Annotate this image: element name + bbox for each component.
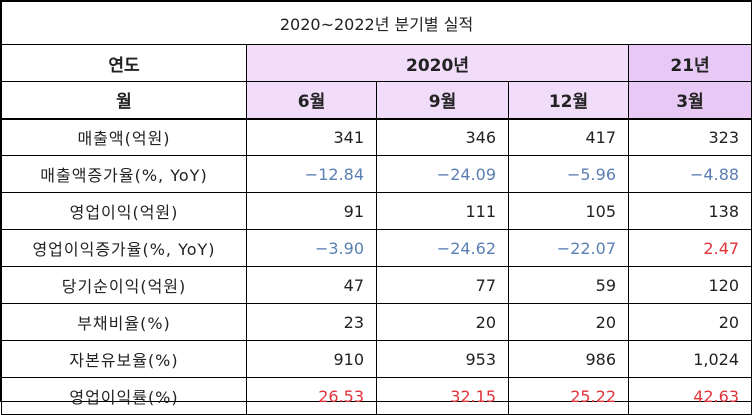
value-cell: 20	[376, 303, 509, 341]
value-cell: 47	[246, 266, 377, 304]
value-cell: 25.22	[508, 377, 629, 415]
title-row: 2020~2022년 분기별 실적	[0, 1, 752, 45]
table-row: 자본유보율(%) 910 953 986 1,024	[1, 340, 752, 378]
value-cell: 323	[627, 118, 752, 156]
value-cell: −22.07	[508, 229, 629, 267]
row-label: 영업이익률(%)	[1, 377, 247, 415]
year-21-header: 21년	[627, 44, 752, 82]
row-label: 영업이익(억원)	[1, 192, 247, 230]
row-label: 매출액(억원)	[1, 118, 247, 156]
value-cell: −3.90	[246, 229, 377, 267]
table-row: 영업이익증가율(%, YoY) −3.90 −24.62 −22.07 2.47	[1, 229, 752, 267]
value-cell: 111	[376, 192, 509, 230]
header-row-year: 연도 2020년 21년	[1, 44, 752, 82]
value-cell: 105	[508, 192, 629, 230]
row-label: 부채비율(%)	[1, 303, 247, 341]
year-2020-header: 2020년	[246, 44, 629, 82]
table-title: 2020~2022년 분기별 실적	[0, 1, 752, 45]
value-cell: 23	[246, 303, 377, 341]
value-cell: −24.62	[376, 229, 509, 267]
value-cell: −24.09	[376, 155, 509, 193]
value-cell: −12.84	[246, 155, 377, 193]
row-label: 영업이익증가율(%, YoY)	[1, 229, 247, 267]
value-cell: 59	[508, 266, 629, 304]
row-label: 자본유보율(%)	[1, 340, 247, 378]
value-cell: 120	[627, 266, 752, 304]
value-cell: 1,024	[627, 340, 752, 378]
table-row: 매출액증가율(%, YoY) −12.84 −24.09 −5.96 −4.88	[1, 155, 752, 193]
value-cell: 138	[627, 192, 752, 230]
month-header-3: 3월	[627, 81, 752, 120]
month-header-0: 6월	[246, 81, 377, 120]
value-cell: 20	[508, 303, 629, 341]
table-row: 영업이익률(%) 26.53 32.15 25.22 42.63	[1, 377, 752, 415]
value-cell: 20	[627, 303, 752, 341]
table-row: 당기순이익(억원) 47 77 59 120	[1, 266, 752, 304]
value-cell: 2.47	[627, 229, 752, 267]
value-cell: 986	[508, 340, 629, 378]
value-cell: 42.63	[627, 377, 752, 415]
value-cell: 346	[376, 118, 509, 156]
value-cell: 77	[376, 266, 509, 304]
month-header-label: 월	[1, 81, 247, 120]
row-label: 당기순이익(억원)	[1, 266, 247, 304]
value-cell: −4.88	[627, 155, 752, 193]
header-row-month: 월 6월 9월 12월 3월	[1, 81, 752, 120]
table-row: 부채비율(%) 23 20 20 20	[1, 303, 752, 341]
value-cell: 953	[376, 340, 509, 378]
month-header-2: 12월	[508, 81, 629, 120]
month-header-1: 9월	[376, 81, 509, 120]
value-cell: 341	[246, 118, 377, 156]
year-header-label: 연도	[1, 44, 247, 82]
value-cell: 26.53	[246, 377, 377, 415]
value-cell: −5.96	[508, 155, 629, 193]
table-row: 매출액(억원) 341 346 417 323	[1, 118, 752, 156]
table-row: 영업이익(억원) 91 111 105 138	[1, 192, 752, 230]
value-cell: 91	[246, 192, 377, 230]
row-label: 매출액증가율(%, YoY)	[1, 155, 247, 193]
value-cell: 910	[246, 340, 377, 378]
value-cell: 417	[508, 118, 629, 156]
value-cell: 32.15	[376, 377, 509, 415]
